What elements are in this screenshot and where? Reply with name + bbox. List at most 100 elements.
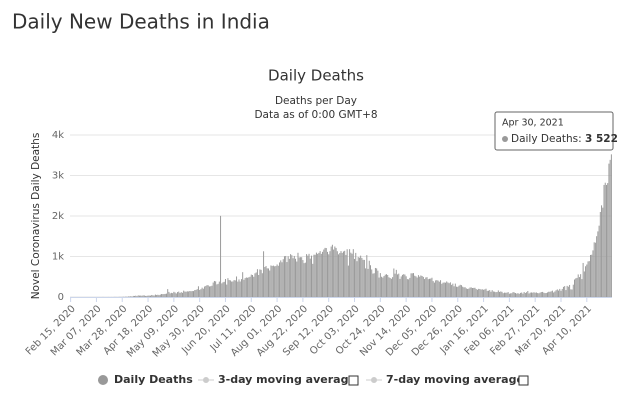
- bar: [432, 281, 434, 297]
- bar: [594, 242, 596, 297]
- bar: [590, 254, 591, 297]
- bar: [244, 278, 246, 297]
- bar: [202, 288, 204, 297]
- legend-marker: [371, 377, 377, 383]
- bar: [311, 255, 312, 297]
- bar: [220, 215, 222, 297]
- legend-label[interactable]: 3-day moving average: [218, 373, 356, 386]
- checkbox[interactable]: [518, 375, 529, 386]
- bar: [468, 288, 470, 297]
- bar: [313, 254, 315, 297]
- bar: [205, 285, 207, 297]
- bar: [499, 291, 501, 297]
- bar: [150, 295, 151, 297]
- bar: [250, 274, 252, 297]
- tooltip-value: 3 522: [585, 133, 618, 145]
- bar: [463, 287, 465, 297]
- bar: [513, 292, 515, 297]
- bar: [528, 293, 530, 297]
- bar: [607, 183, 609, 297]
- bar: [325, 248, 327, 297]
- bar: [226, 284, 228, 297]
- bar: [474, 287, 476, 297]
- bar: [400, 276, 402, 297]
- bar: [245, 277, 247, 297]
- bar: [571, 289, 573, 297]
- bar: [381, 276, 383, 297]
- bar: [167, 289, 169, 297]
- bar: [350, 252, 352, 297]
- bar: [318, 252, 320, 297]
- bar: [596, 236, 598, 297]
- bar: [426, 277, 428, 297]
- bar: [336, 251, 338, 297]
- bar: [554, 291, 556, 297]
- bar: [363, 259, 365, 297]
- bar: [593, 242, 595, 297]
- bar: [436, 280, 438, 297]
- bar: [215, 281, 217, 297]
- legend-label[interactable]: 7-day moving average: [386, 373, 524, 386]
- bar: [531, 292, 532, 297]
- bar: [326, 251, 328, 297]
- bar: [209, 286, 210, 297]
- bar: [138, 295, 140, 297]
- bar: [306, 254, 308, 297]
- bar: [233, 280, 235, 297]
- bar: [279, 262, 281, 297]
- checkbox[interactable]: [348, 375, 359, 386]
- bar: [487, 290, 489, 297]
- bar: [267, 268, 269, 297]
- bar: [199, 289, 201, 297]
- bar: [322, 251, 324, 297]
- bar: [354, 258, 356, 297]
- bar: [178, 291, 180, 297]
- bar: [237, 281, 239, 297]
- bar: [448, 283, 450, 297]
- bar: [550, 291, 552, 297]
- bar: [387, 275, 389, 297]
- legend-label[interactable]: Daily Deaths: [114, 373, 193, 386]
- bar: [515, 293, 517, 297]
- bar: [608, 163, 610, 297]
- bar: [446, 281, 448, 297]
- bar: [238, 279, 240, 297]
- bar: [441, 283, 443, 297]
- bar: [559, 288, 561, 297]
- bar: [127, 296, 129, 297]
- bar: [404, 274, 406, 297]
- y-tick-label: 1k: [52, 252, 64, 263]
- bar: [169, 293, 171, 297]
- bar: [401, 274, 403, 297]
- bar: [334, 246, 336, 297]
- bar: [210, 286, 212, 297]
- bar: [132, 295, 134, 297]
- tooltip: Apr 30, 2021 Daily Deaths: 3 522: [494, 111, 618, 151]
- bar: [494, 291, 496, 297]
- bar: [299, 257, 301, 297]
- bar: [393, 268, 395, 297]
- bar: [537, 293, 539, 297]
- bar: [371, 269, 373, 297]
- bar: [181, 292, 183, 297]
- bar: [535, 292, 537, 297]
- chart-subtitle: Data as of 0:00 GMT+8: [254, 109, 377, 121]
- bar: [374, 267, 376, 297]
- bar: [476, 289, 478, 297]
- bar: [580, 274, 582, 297]
- bar: [397, 274, 399, 297]
- y-tick-label: 2k: [52, 211, 64, 222]
- bar: [566, 285, 568, 297]
- bar: [416, 277, 418, 297]
- bar: [189, 291, 191, 297]
- bar: [355, 252, 357, 297]
- bar: [165, 293, 167, 297]
- bar: [242, 272, 244, 297]
- bar: [447, 282, 449, 297]
- bar: [506, 292, 508, 297]
- bar: [312, 263, 314, 297]
- bar: [143, 295, 145, 297]
- bar: [561, 288, 563, 297]
- bar: [481, 289, 483, 297]
